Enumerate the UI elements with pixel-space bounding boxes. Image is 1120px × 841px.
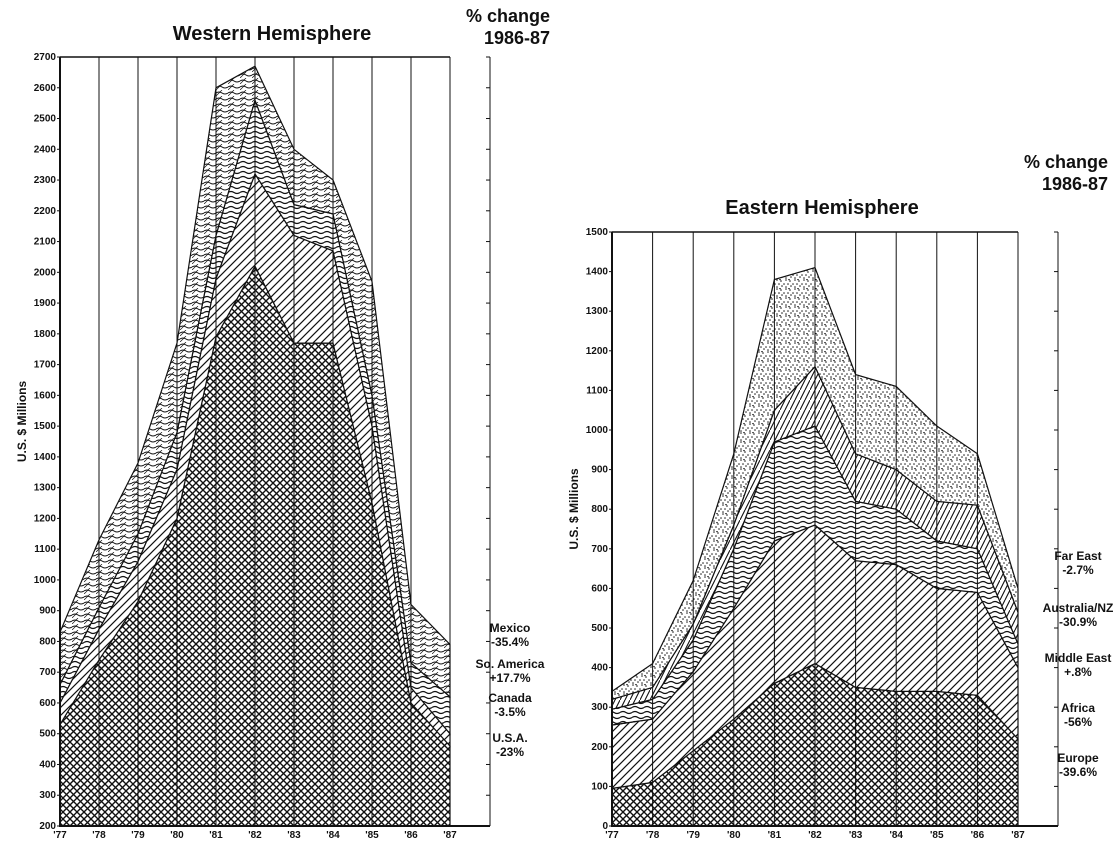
- western-hemisphere-chart: 200 300 400 500 600 700 800 900 1000 1100 1200 1300…: [15, 6, 550, 841]
- y-tick-label: 2500: [34, 114, 57, 125]
- x-tick-label: '81: [768, 830, 782, 841]
- y-tick-label: 600: [591, 583, 608, 594]
- y-tick-label: 2100: [34, 237, 57, 248]
- y-tick-label: 1900: [34, 298, 57, 309]
- series-change: -56%: [1064, 715, 1092, 729]
- y-tick-label: 700: [39, 667, 56, 678]
- y-tick-label: 1800: [34, 329, 57, 340]
- x-tick-label: '80: [727, 830, 741, 841]
- series-label: Australia/NZ: [1043, 601, 1114, 615]
- y-tick-label: 1200: [34, 513, 57, 524]
- y-tick-label: 2400: [34, 144, 57, 155]
- y-tick-label: 700: [591, 544, 608, 555]
- series-label: Canada: [488, 691, 532, 705]
- y-tick-label: 300: [591, 702, 608, 713]
- western-chart-svg: 200 300 400 500 600 700 800 900 1000 1100 1200 1300…: [15, 6, 550, 841]
- series-change: -23%: [496, 745, 524, 759]
- x-tick-label: '80: [170, 830, 184, 841]
- x-tick-label: '78: [92, 830, 106, 841]
- y-tick-label: 1500: [34, 421, 57, 432]
- eastern-chart-svg: 0 100 200 300 400 500 600 700 800 900 1000 1100 1200…: [567, 152, 1114, 841]
- pct-change-period: 1986-87: [1042, 174, 1108, 194]
- series-label: U.S.A.: [492, 731, 527, 745]
- series-change: -2.7%: [1062, 563, 1094, 577]
- y-tick-label: 2600: [34, 83, 57, 94]
- y-tick-label: 1400: [34, 452, 57, 463]
- pct-change-header: % change: [1024, 152, 1108, 172]
- x-tick-label: '83: [287, 830, 301, 841]
- y-axis-label: U.S. $ Millions: [567, 468, 581, 550]
- pct-change-period: 1986-87: [484, 28, 550, 48]
- eastern-hemisphere-chart: 0 100 200 300 400 500 600 700 800 900 1000 1100 1200…: [560, 0, 1120, 841]
- series-label: Mexico: [490, 621, 531, 635]
- x-tick-label: '82: [808, 830, 822, 841]
- y-tick-label: 900: [39, 606, 56, 617]
- series-change: +17.7%: [489, 671, 530, 685]
- y-tick-label: 2200: [34, 206, 57, 217]
- y-tick-label: 500: [591, 623, 608, 634]
- series-change: -39.6%: [1059, 765, 1097, 779]
- x-tick-label: '85: [930, 830, 944, 841]
- y-tick-label: 400: [39, 759, 56, 770]
- y-tick-label: 1500: [586, 227, 609, 238]
- y-tick-label: 1300: [586, 306, 609, 317]
- y-tick-label: 0: [602, 821, 608, 832]
- y-tick-label: 1100: [34, 544, 56, 555]
- series-label: Africa: [1061, 701, 1095, 715]
- x-tick-label: '87: [1011, 830, 1025, 841]
- y-tick-label: 500: [39, 729, 56, 740]
- y-tick-label: 1100: [586, 385, 608, 396]
- chart-title: Western Hemisphere: [173, 23, 372, 45]
- y-tick-label: 400: [591, 663, 608, 674]
- chart-title: Eastern Hemisphere: [725, 197, 918, 219]
- y-tick-label: 800: [39, 636, 56, 647]
- y-tick-label: 800: [591, 504, 608, 515]
- y-tick-label: 1700: [34, 360, 57, 371]
- pct-change-header: % change: [466, 6, 550, 26]
- y-tick-label: 600: [39, 698, 56, 709]
- x-tick-label: '84: [326, 830, 340, 841]
- series-change: -3.5%: [494, 705, 526, 719]
- x-tick-label: '78: [646, 830, 660, 841]
- y-tick-label: 1400: [586, 267, 609, 278]
- x-tick-label: '84: [889, 830, 903, 841]
- x-tick-label: '79: [131, 830, 145, 841]
- y-tick-label: 300: [39, 790, 56, 801]
- series-label: Middle East: [1045, 651, 1112, 665]
- y-tick-label: 1600: [34, 390, 57, 401]
- y-tick-label: 200: [39, 821, 56, 832]
- y-tick-label: 1000: [586, 425, 609, 436]
- x-tick-label: '87: [443, 830, 457, 841]
- x-tick-label: '77: [53, 830, 67, 841]
- x-tick-label: '81: [209, 830, 223, 841]
- x-tick-label: '83: [849, 830, 863, 841]
- series-change: -35.4%: [491, 635, 529, 649]
- x-tick-label: '85: [365, 830, 379, 841]
- x-tick-label: '79: [686, 830, 700, 841]
- x-tick-label: '86: [971, 830, 985, 841]
- y-tick-label: 200: [591, 742, 608, 753]
- series-change: -30.9%: [1059, 615, 1097, 629]
- y-tick-label: 1200: [586, 346, 609, 357]
- y-axis-label: U.S. $ Millions: [15, 381, 29, 463]
- x-tick-label: '82: [248, 830, 262, 841]
- y-tick-label: 2000: [34, 267, 57, 278]
- series-label: So. America: [476, 657, 545, 671]
- y-tick-label: 100: [591, 781, 608, 792]
- series-change: +.8%: [1064, 665, 1092, 679]
- y-tick-label: 2300: [34, 175, 57, 186]
- x-tick-label: '86: [404, 830, 418, 841]
- y-tick-label: 900: [591, 465, 608, 476]
- series-label: Europe: [1057, 751, 1099, 765]
- y-tick-label: 1300: [34, 483, 57, 494]
- x-tick-label: '77: [605, 830, 619, 841]
- series-label: Far East: [1054, 549, 1101, 563]
- y-tick-label: 2700: [34, 52, 57, 63]
- y-tick-label: 1000: [34, 575, 57, 586]
